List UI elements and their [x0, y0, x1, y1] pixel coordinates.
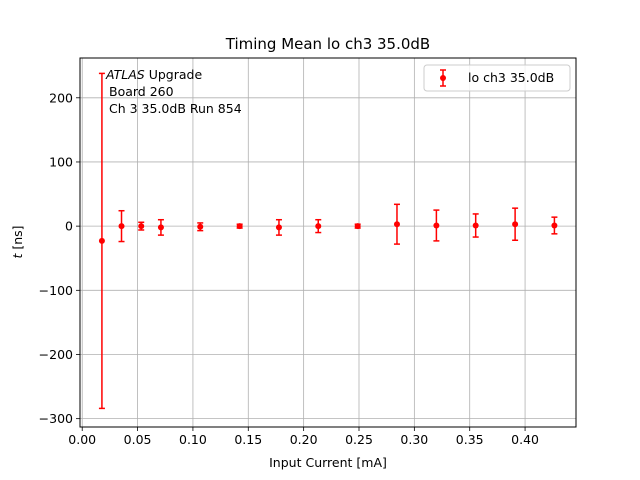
legend-box — [423, 64, 571, 92]
data-point — [393, 203, 400, 245]
legend-dot — [440, 75, 446, 81]
data-point — [236, 223, 243, 230]
data-marker — [118, 223, 125, 230]
data-marker — [472, 222, 479, 229]
data-marker — [236, 223, 243, 230]
data-marker — [393, 221, 400, 228]
data-point — [551, 216, 558, 235]
data-marker — [354, 223, 361, 230]
annotation-line-3: Ch 3 35.0dB Run 854 — [109, 101, 242, 116]
y-tick-label: 100 — [49, 154, 73, 169]
data-point — [98, 72, 105, 410]
y-tick-label: −300 — [39, 411, 73, 426]
data-marker — [138, 223, 145, 230]
chart-title: Timing Mean lo ch3 35.0dB — [225, 35, 430, 53]
x-tick-label: 0.30 — [400, 432, 428, 447]
y-ticks: −300 −200 −100 0 100 200 — [39, 90, 80, 426]
grid-lines — [80, 58, 576, 427]
x-axis-label: Input Current [mA] — [269, 455, 387, 470]
data-marker — [433, 222, 440, 229]
x-tick-label: 0.35 — [456, 432, 484, 447]
data-marker — [275, 224, 282, 231]
data-marker — [197, 223, 204, 230]
data-series — [98, 72, 558, 410]
annotation-line-2: Board 260 — [109, 84, 174, 99]
data-marker — [98, 237, 105, 244]
data-point — [197, 222, 204, 232]
legend-label: lo ch3 35.0dB — [468, 70, 554, 85]
y-tick-label: −200 — [39, 347, 73, 362]
plot-frame — [79, 57, 577, 428]
data-point — [433, 209, 440, 242]
y-axis-label: t [ns] — [10, 225, 25, 258]
annotation-line-1: ATLAS Upgrade — [105, 67, 202, 82]
x-tick-label: 0.20 — [290, 432, 318, 447]
x-tick-label: 0.15 — [234, 432, 262, 447]
y-tick-label: −100 — [39, 283, 73, 298]
x-ticks: 0.00 0.05 0.10 0.15 0.20 0.25 0.30 0.35 0.40 — [68, 427, 539, 447]
x-tick-label: 0.00 — [68, 432, 96, 447]
y-tick-label: 200 — [49, 90, 73, 105]
data-point — [138, 221, 145, 231]
data-point — [157, 218, 164, 236]
data-marker — [157, 224, 164, 231]
x-tick-label: 0.10 — [179, 432, 207, 447]
x-tick-label: 0.05 — [124, 432, 152, 447]
legend-marker — [440, 69, 446, 87]
data-point — [118, 209, 125, 243]
data-marker — [551, 222, 558, 229]
data-point — [354, 223, 361, 230]
x-tick-label: 0.25 — [345, 432, 373, 447]
legend: lo ch3 35.0dB — [423, 64, 571, 92]
x-tick-label: 0.40 — [511, 432, 539, 447]
y-tick-label: 0 — [65, 219, 73, 234]
data-point — [315, 218, 322, 234]
data-point — [472, 213, 479, 238]
data-marker — [315, 223, 322, 230]
data-point — [512, 207, 519, 242]
data-marker — [512, 221, 519, 228]
data-point — [275, 218, 282, 236]
annotation: ATLAS Upgrade Board 260 Ch 3 35.0dB Run … — [105, 67, 242, 116]
